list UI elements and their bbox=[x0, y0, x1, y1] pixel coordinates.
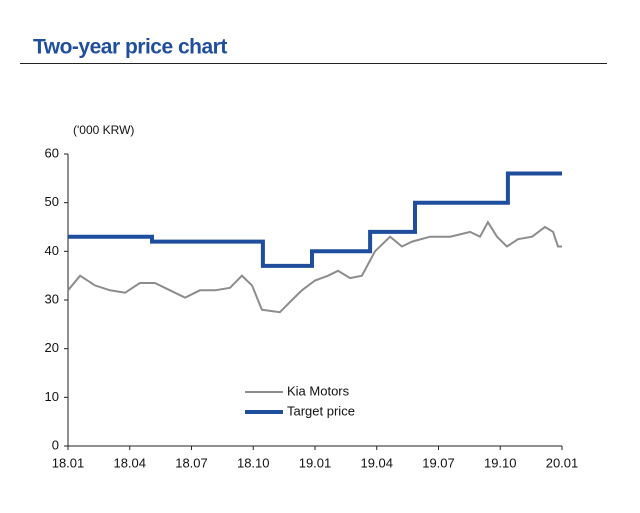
series-line bbox=[67, 220, 562, 314]
y-tick-label: 40 bbox=[45, 243, 59, 258]
x-tick-label: 18.04 bbox=[113, 455, 146, 470]
y-tick-label: 30 bbox=[45, 291, 59, 306]
x-tick-label: 18.01 bbox=[52, 455, 85, 470]
x-tick-label: 18.07 bbox=[175, 455, 208, 470]
series-line bbox=[68, 171, 562, 268]
legend-label: Target price bbox=[287, 403, 355, 418]
x-tick-label: 19.04 bbox=[360, 455, 393, 470]
legend-label: Kia Motors bbox=[287, 383, 350, 398]
x-tick-label: 19.07 bbox=[422, 455, 455, 470]
chart-title: Two-year price chart bbox=[33, 36, 227, 59]
y-tick-label: 0 bbox=[52, 437, 59, 452]
y-tick-label: 60 bbox=[45, 145, 59, 160]
y-tick-label: 50 bbox=[45, 194, 59, 209]
y-tick-label: 10 bbox=[45, 389, 59, 404]
x-tick-label: 18.10 bbox=[237, 455, 270, 470]
x-tick-label: 20.01 bbox=[546, 455, 579, 470]
y-tick-label: 20 bbox=[45, 340, 59, 355]
unit-label: ('000 KRW) bbox=[73, 123, 134, 137]
x-tick-label: 19.10 bbox=[484, 455, 517, 470]
x-tick-label: 19.01 bbox=[299, 455, 332, 470]
